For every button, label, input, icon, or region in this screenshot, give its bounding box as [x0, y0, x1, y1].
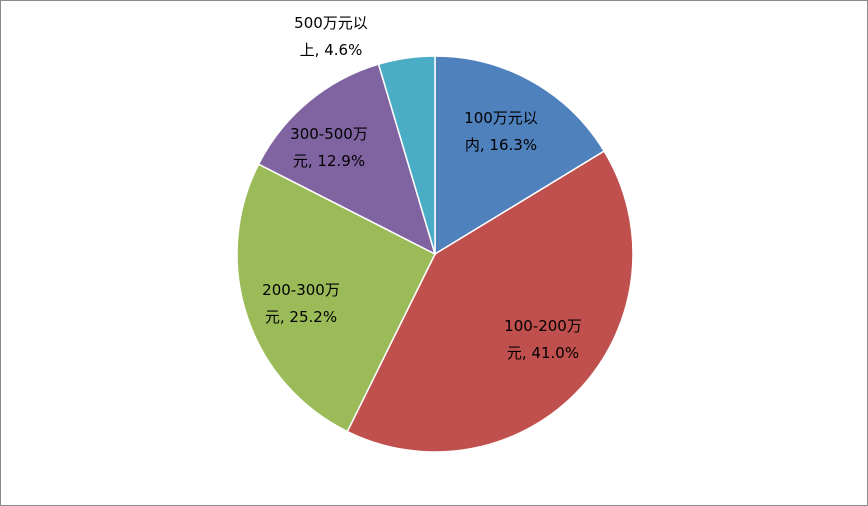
slice-label-3: 200-300万元, 25.2%: [262, 281, 340, 326]
slice-label-line1: 100万元以: [464, 109, 538, 127]
slice-label-line1: 200-300万: [262, 281, 340, 299]
slice-label-line2: 元, 25.2%: [265, 308, 337, 326]
slice-label-1: 100万元以内, 16.3%: [464, 109, 538, 154]
slice-label-line2: 元, 41.0%: [507, 344, 579, 362]
slice-label-line1: 500万元以: [294, 14, 368, 32]
pie-slices: [236, 55, 634, 453]
pie-labels: 100万元以内, 16.3%100-200万元, 41.0%200-300万元,…: [262, 14, 582, 362]
slice-label-line2: 上, 4.6%: [300, 41, 363, 59]
slice-label-4: 300-500万元, 12.9%: [290, 125, 368, 170]
pie-slice-3: [236, 163, 437, 433]
pie-slice-4: [257, 63, 437, 256]
slice-label-line1: 300-500万: [290, 125, 368, 143]
pie-slice-1: [434, 55, 606, 256]
pie-slice-2: [346, 150, 634, 453]
slice-label-line2: 元, 12.9%: [293, 152, 365, 170]
pie-slice-5: [377, 55, 436, 255]
slice-label-line2: 内, 16.3%: [465, 136, 537, 154]
slice-label-line1: 100-200万: [504, 317, 582, 335]
slice-label-2: 100-200万元, 41.0%: [504, 317, 582, 362]
slice-label-5: 500万元以上, 4.6%: [294, 14, 368, 59]
